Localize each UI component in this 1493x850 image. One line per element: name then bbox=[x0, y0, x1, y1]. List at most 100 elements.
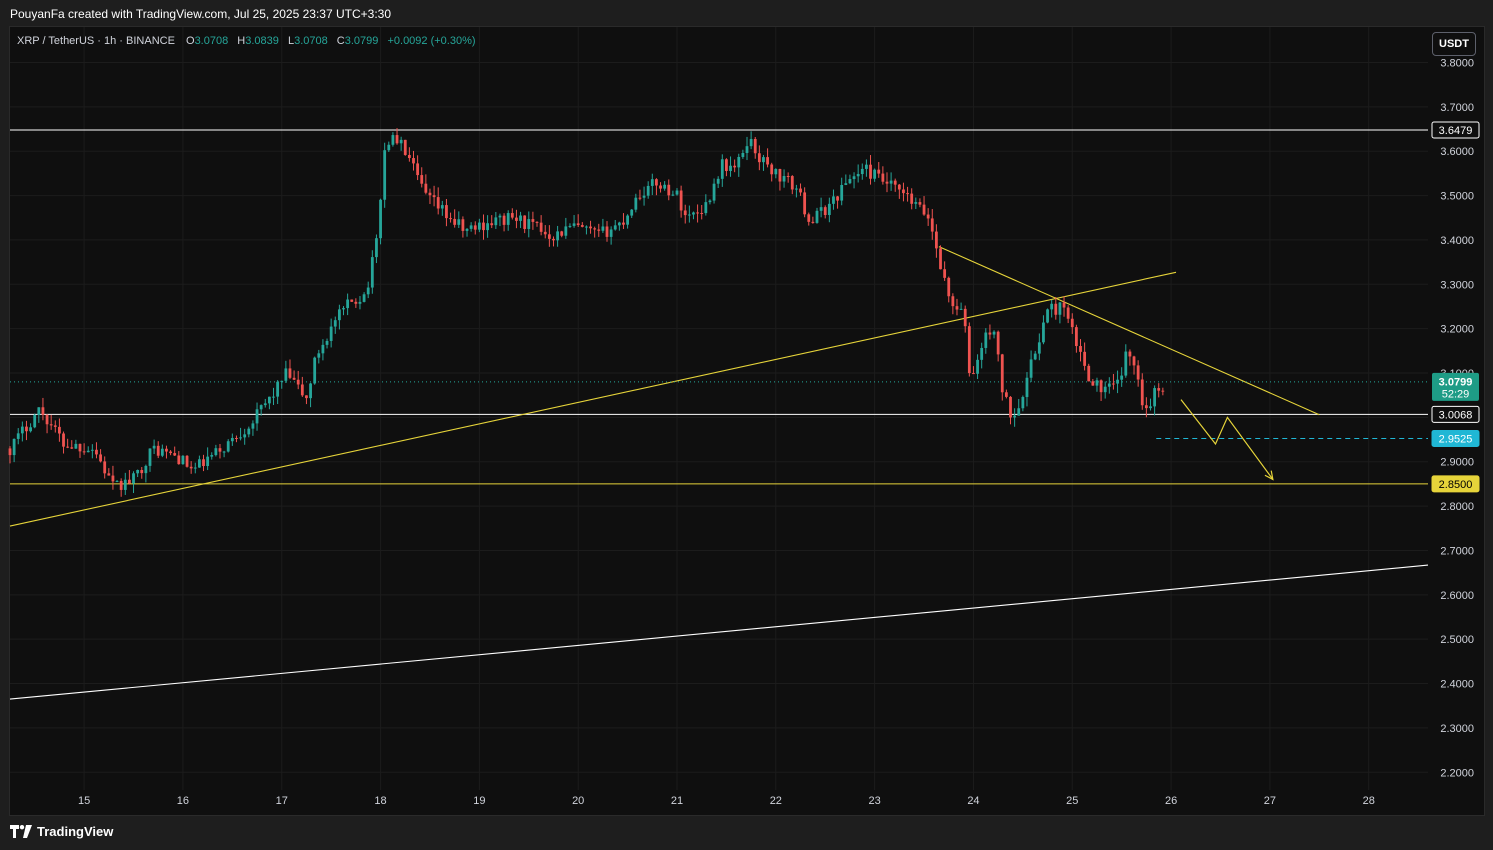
tradingview-logo[interactable]: TradingView bbox=[10, 824, 113, 839]
candle-body bbox=[1128, 351, 1132, 357]
tradingview-brand: TradingView bbox=[37, 824, 114, 839]
candle-body bbox=[976, 359, 979, 374]
candle-body bbox=[197, 459, 201, 468]
candle-body bbox=[696, 212, 699, 214]
candle-body bbox=[115, 480, 119, 482]
price-label-box bbox=[1431, 475, 1480, 493]
candle-body bbox=[807, 214, 811, 222]
candle-body bbox=[210, 455, 214, 457]
candle-body bbox=[272, 396, 275, 398]
candle-body bbox=[461, 219, 465, 231]
x-tick-label: 17 bbox=[276, 795, 288, 807]
candle-body bbox=[1066, 307, 1070, 319]
candle-body bbox=[716, 178, 720, 184]
candle-body bbox=[1058, 302, 1062, 315]
candle-body bbox=[280, 380, 284, 382]
candle-body bbox=[33, 414, 37, 428]
candle-body bbox=[1153, 388, 1157, 407]
candle-body bbox=[827, 203, 831, 216]
candle-body bbox=[939, 248, 942, 270]
y-tick-label: 3.4000 bbox=[1440, 235, 1474, 247]
candle-body bbox=[66, 446, 70, 448]
candle-body bbox=[136, 470, 140, 474]
x-tick-label: 28 bbox=[1363, 795, 1375, 807]
candle-body bbox=[795, 188, 798, 190]
candle-body bbox=[692, 212, 695, 215]
candle-body bbox=[519, 215, 522, 221]
candle-body bbox=[585, 226, 588, 228]
time-axis-background bbox=[10, 790, 1428, 814]
candle-body bbox=[370, 257, 374, 288]
candle-body bbox=[852, 176, 856, 180]
candle-body bbox=[375, 238, 378, 258]
candle-body bbox=[482, 222, 485, 231]
candle-body bbox=[366, 287, 370, 295]
candle-body bbox=[897, 184, 901, 190]
close-label: C bbox=[336, 35, 345, 47]
candle-body bbox=[856, 174, 860, 177]
candle-body bbox=[790, 176, 794, 190]
candle-body bbox=[617, 222, 621, 226]
candle-body bbox=[235, 437, 238, 439]
candle-body bbox=[1087, 365, 1091, 382]
candle-body bbox=[646, 185, 650, 196]
candle-body bbox=[1037, 342, 1041, 354]
candle-body bbox=[543, 231, 547, 235]
y-tick-label: 2.5000 bbox=[1440, 634, 1474, 646]
y-tick-label: 2.3000 bbox=[1440, 723, 1474, 735]
candle-body bbox=[321, 344, 325, 354]
candle-body bbox=[189, 466, 193, 469]
candle-body bbox=[671, 194, 675, 196]
candle-body bbox=[889, 180, 893, 184]
candle-body bbox=[906, 193, 909, 195]
candle-body bbox=[992, 331, 996, 335]
candle-body bbox=[955, 306, 959, 310]
candle-body bbox=[144, 465, 148, 474]
price-label-text: 2.9525 bbox=[1439, 433, 1473, 445]
candle-body bbox=[683, 210, 687, 216]
candle-body bbox=[1000, 354, 1004, 393]
candle-body bbox=[930, 218, 934, 232]
candle-body bbox=[62, 433, 65, 447]
candle-body bbox=[263, 403, 267, 406]
candle-body bbox=[1140, 379, 1144, 406]
change-value: +0.0092 (+0.30%) bbox=[387, 35, 476, 47]
high-value: 3.0839 bbox=[245, 35, 279, 47]
close-value: 3.0799 bbox=[344, 35, 379, 47]
candle-body bbox=[86, 450, 90, 453]
candle-body bbox=[934, 231, 938, 249]
candle-body bbox=[99, 454, 102, 462]
candle-body bbox=[82, 451, 86, 453]
candle-body bbox=[222, 451, 226, 453]
chart-caption: PouyanFa created with TradingView.com, J… bbox=[10, 7, 392, 21]
candle-body bbox=[288, 368, 292, 378]
candle-body bbox=[156, 445, 160, 456]
currency-button[interactable]: USDT bbox=[1432, 32, 1476, 56]
y-tick-label: 3.3000 bbox=[1440, 279, 1474, 291]
candle-body bbox=[436, 197, 440, 209]
candle-body bbox=[749, 139, 753, 147]
candle-body bbox=[416, 163, 420, 176]
candle-body bbox=[708, 200, 712, 203]
y-tick-label: 2.6000 bbox=[1440, 590, 1474, 602]
candle-body bbox=[531, 219, 535, 222]
candle-body bbox=[465, 228, 469, 231]
candle-body bbox=[655, 179, 658, 186]
symbol-title[interactable]: XRP / TetherUS · 1h · BINANCE bbox=[17, 35, 175, 47]
candle-body bbox=[1004, 392, 1008, 397]
candle-body bbox=[337, 309, 341, 321]
last-price-text: 3.0799 bbox=[1439, 376, 1473, 388]
candle-body bbox=[704, 202, 708, 214]
candle-body bbox=[317, 353, 321, 358]
candle-body bbox=[177, 455, 181, 465]
candle-body bbox=[95, 449, 98, 455]
candle-body bbox=[832, 196, 835, 204]
chart-pane[interactable] bbox=[9, 26, 1485, 816]
candle-countdown-text: 52:29 bbox=[1442, 388, 1470, 400]
candle-body bbox=[160, 448, 164, 456]
x-tick-label: 22 bbox=[770, 795, 782, 807]
candle-body bbox=[111, 475, 115, 482]
candle-body bbox=[74, 443, 78, 449]
candle-body bbox=[457, 219, 461, 225]
